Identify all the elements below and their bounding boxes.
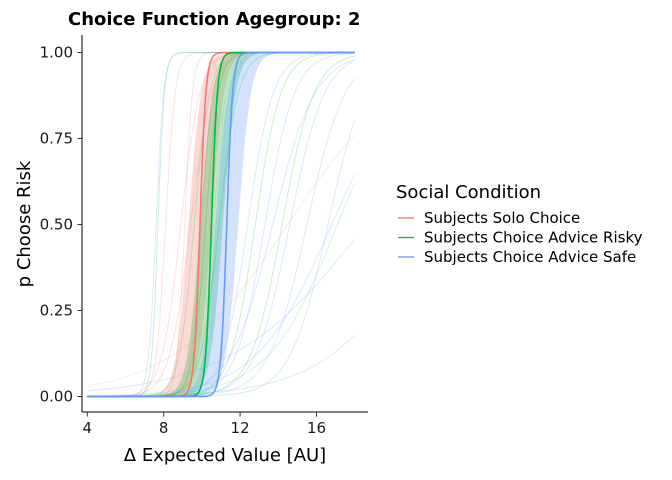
- confidence-band-layer: [87, 52, 355, 397]
- x-axis-title: Δ Expected Value [AU]: [124, 445, 326, 466]
- x-tick-label: 8: [159, 419, 169, 437]
- chart-title: Choice Function Agegroup: 2: [68, 9, 360, 30]
- x-tick-label: 16: [307, 419, 326, 437]
- legend-label: Subjects Choice Advice Risky: [424, 229, 643, 247]
- y-tick-label: 0.25: [40, 302, 73, 320]
- y-axis-title: p Choose Risk: [14, 160, 35, 287]
- y-axis-ticks: 0.00 0.25 0.50 0.75 1.00: [40, 44, 82, 406]
- mean-curve: [87, 51, 355, 398]
- legend-items: Subjects Solo Choice Subjects Choice Advi…: [398, 209, 643, 266]
- confidence-band: [87, 52, 355, 397]
- x-tick-label: 4: [83, 419, 93, 437]
- y-tick-label: 1.00: [40, 44, 73, 62]
- y-tick-label: 0.50: [40, 216, 73, 234]
- y-tick-label: 0.00: [40, 388, 73, 406]
- legend: Social Condition Subjects Solo ChoiceSub…: [396, 182, 643, 266]
- legend-title: Social Condition: [396, 182, 541, 203]
- faint-individual-curve: [87, 182, 356, 397]
- x-tick-label: 12: [231, 419, 250, 437]
- faint-individual-curve: [87, 334, 356, 397]
- legend-label: Subjects Solo Choice: [424, 209, 580, 227]
- y-tick-label: 0.75: [40, 130, 73, 148]
- faint-individual-curve: [87, 134, 356, 387]
- individual-subject-curve: [87, 174, 356, 397]
- plot-panel: [87, 51, 356, 398]
- confidence-band: [87, 52, 355, 397]
- x-axis-ticks: 4 8 12 16: [83, 412, 326, 437]
- legend-label: Subjects Choice Advice Safe: [424, 248, 636, 266]
- mean-curves-layer: [87, 51, 355, 398]
